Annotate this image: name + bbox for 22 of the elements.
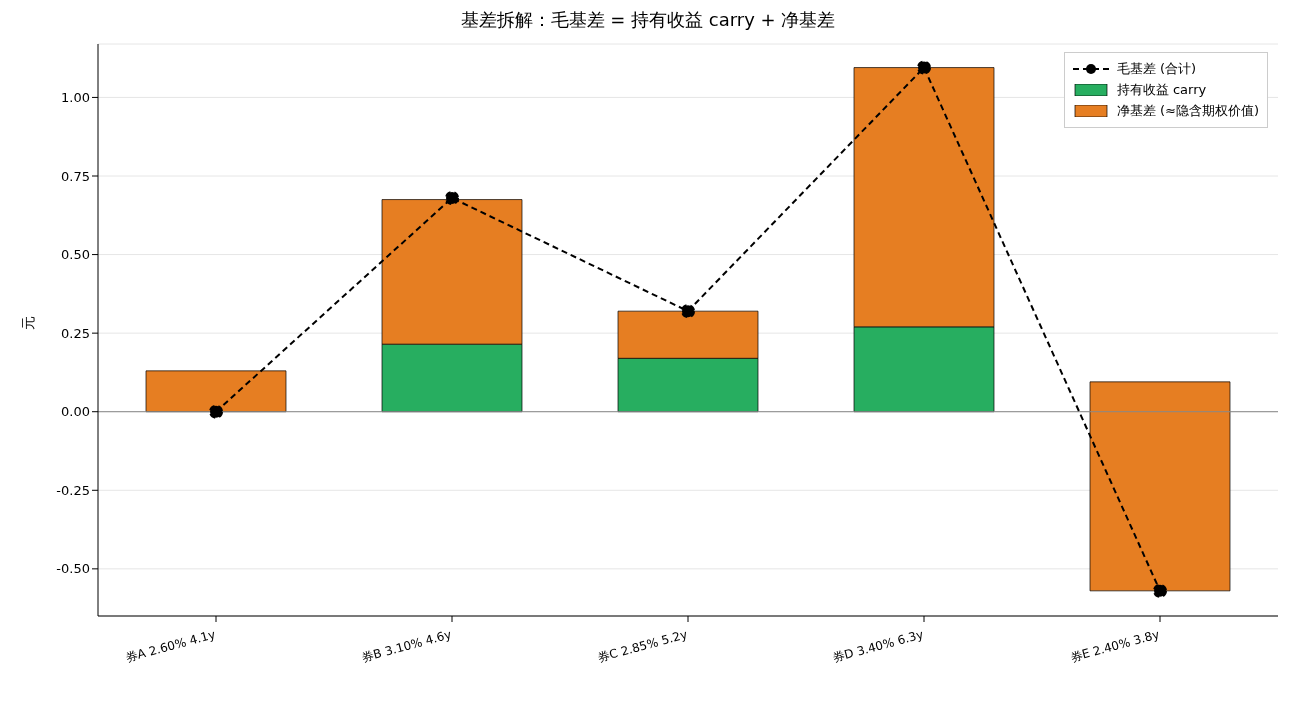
y-axis-title: 元 [19,316,36,330]
x-tick-label: 券E 2.40% 3.8y [1068,627,1161,665]
y-tick-label: 0.00 [61,404,90,420]
x-tick-label: 券B 3.10% 4.6y [360,627,453,665]
legend-label: 净基差 (≈隐含期权价值) [1116,102,1259,120]
legend-label: 毛基差 (合计) [1116,60,1197,78]
x-tick-label: 券D 3.40% 6.3y [831,627,925,666]
x-tick-label: 券A 2.60% 4.1y [124,627,217,665]
y-tick-label: 1.00 [61,90,90,106]
y-tick-label: -0.50 [56,561,90,577]
y-tick-label: 0.25 [61,325,90,341]
y-tick-label: 0.50 [61,247,90,263]
point [209,404,223,419]
point [681,304,695,319]
point [445,191,459,205]
legend-label: 持有收益 carry [1116,81,1207,99]
y-tick-label: -0.25 [56,482,90,498]
x-tick-label: 券C 2.85% 5.2y [595,627,689,665]
y-tick-label: 0.75 [61,168,90,184]
chart-title: 基差拆解：毛基差 = 持有收益 carry + 净基差 [459,8,837,32]
point [1153,583,1167,598]
point [917,60,931,75]
